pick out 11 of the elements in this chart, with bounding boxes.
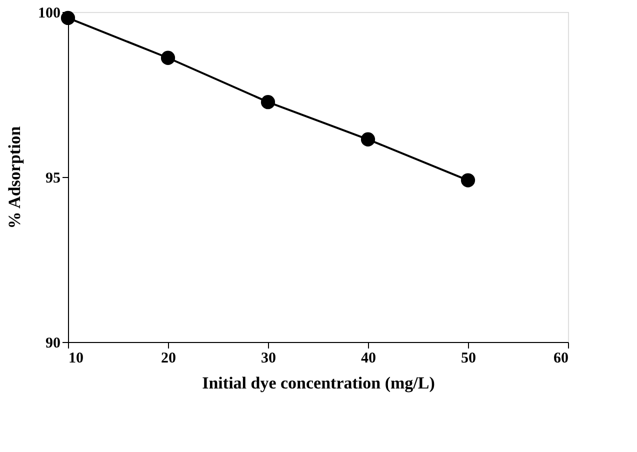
y-tick-label: 95 [46,170,60,186]
x-axis-title: Initial dye concentration (mg/L) [202,374,435,392]
y-tick-label: 100 [38,6,60,22]
x-tick-label: 20 [161,350,176,366]
y-axis-title: % Adsorption [5,126,24,229]
x-tick-label: 10 [68,350,84,366]
x-tick-label: 40 [361,350,376,366]
x-tick-label: 50 [461,350,476,366]
y-tick-label: 90 [46,336,60,352]
x-tick-label: 60 [554,350,568,366]
x-tick-label: 30 [261,350,276,366]
